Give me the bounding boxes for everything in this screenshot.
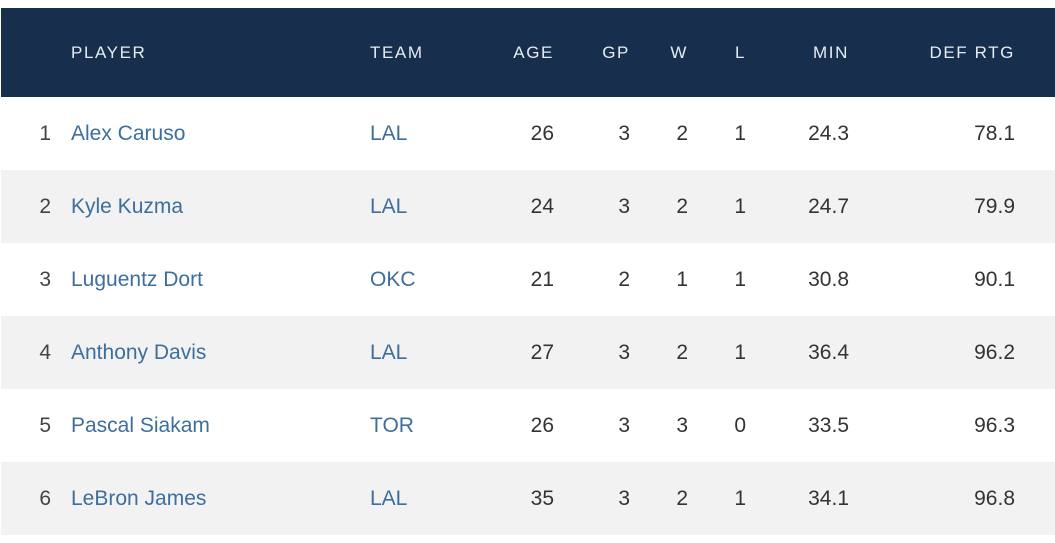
- age-cell: 27: [530, 340, 554, 364]
- header-min[interactable]: MIN: [813, 42, 849, 62]
- header-w[interactable]: W: [670, 42, 688, 62]
- header-l[interactable]: L: [734, 42, 746, 62]
- losses-cell: 1: [734, 340, 746, 364]
- row-rank: 4: [39, 340, 51, 364]
- losses-cell: 0: [734, 413, 746, 437]
- team-link[interactable]: LAL: [370, 486, 408, 510]
- def-rtg-cell: 78.1: [974, 121, 1015, 145]
- def-rtg-cell: 96.2: [974, 340, 1015, 364]
- table-body: 1 Alex Caruso LAL 26 3 2 1 24.3 78.1 2 K…: [1, 97, 1055, 535]
- row-rank: 2: [39, 194, 51, 218]
- minutes-cell: 24.7: [808, 194, 849, 218]
- player-link[interactable]: Pascal Siakam: [71, 413, 210, 437]
- wins-cell: 2: [676, 121, 688, 145]
- minutes-cell: 24.3: [808, 121, 849, 145]
- header-age[interactable]: AGE: [513, 42, 554, 62]
- player-link[interactable]: Kyle Kuzma: [71, 194, 184, 218]
- table-row: 4 Anthony Davis LAL 27 3 2 1 36.4 96.2: [1, 316, 1055, 389]
- row-rank: 6: [39, 486, 51, 510]
- gp-cell: 3: [618, 413, 630, 437]
- minutes-cell: 36.4: [808, 340, 849, 364]
- age-cell: 26: [530, 413, 554, 437]
- row-rank: 1: [39, 121, 51, 145]
- header-player[interactable]: PLAYER: [71, 42, 147, 62]
- player-link[interactable]: Luguentz Dort: [71, 267, 203, 291]
- header-rank: [1, 8, 71, 97]
- wins-cell: 2: [676, 194, 688, 218]
- header-team[interactable]: TEAM: [370, 42, 424, 62]
- gp-cell: 2: [618, 267, 630, 291]
- losses-cell: 1: [734, 194, 746, 218]
- team-link[interactable]: TOR: [370, 413, 414, 437]
- wins-cell: 3: [676, 413, 688, 437]
- defensive-rating-table: PLAYER TEAM AGE GP W L MIN DEF RTG 1 Ale…: [1, 8, 1055, 535]
- row-rank: 3: [39, 267, 51, 291]
- table-row: 3 Luguentz Dort OKC 21 2 1 1 30.8 90.1: [1, 243, 1055, 316]
- header-def-rtg[interactable]: DEF RTG: [929, 42, 1015, 62]
- player-link[interactable]: LeBron James: [71, 486, 207, 510]
- losses-cell: 1: [734, 121, 746, 145]
- table-row: 2 Kyle Kuzma LAL 24 3 2 1 24.7 79.9: [1, 170, 1055, 243]
- row-rank: 5: [39, 413, 51, 437]
- table-row: 6 LeBron James LAL 35 3 2 1 34.1 96.8: [1, 462, 1055, 535]
- wins-cell: 1: [676, 267, 688, 291]
- team-link[interactable]: LAL: [370, 194, 408, 218]
- losses-cell: 1: [734, 486, 746, 510]
- header-row: PLAYER TEAM AGE GP W L MIN DEF RTG: [1, 8, 1055, 97]
- player-link[interactable]: Anthony Davis: [71, 340, 207, 364]
- age-cell: 26: [530, 121, 554, 145]
- table-header: PLAYER TEAM AGE GP W L MIN DEF RTG: [1, 8, 1055, 97]
- header-gp[interactable]: GP: [602, 42, 630, 62]
- team-link[interactable]: OKC: [370, 267, 416, 291]
- def-rtg-cell: 90.1: [974, 267, 1015, 291]
- def-rtg-cell: 96.8: [974, 486, 1015, 510]
- gp-cell: 3: [618, 194, 630, 218]
- def-rtg-cell: 79.9: [974, 194, 1015, 218]
- wins-cell: 2: [676, 340, 688, 364]
- age-cell: 35: [530, 486, 554, 510]
- minutes-cell: 34.1: [808, 486, 849, 510]
- table-row: 1 Alex Caruso LAL 26 3 2 1 24.3 78.1: [1, 97, 1055, 170]
- team-link[interactable]: LAL: [370, 340, 408, 364]
- wins-cell: 2: [676, 486, 688, 510]
- age-cell: 21: [530, 267, 554, 291]
- gp-cell: 3: [618, 486, 630, 510]
- minutes-cell: 33.5: [808, 413, 849, 437]
- team-link[interactable]: LAL: [370, 121, 408, 145]
- top-strip: [0, 0, 1055, 8]
- player-link[interactable]: Alex Caruso: [71, 121, 186, 145]
- gp-cell: 3: [618, 121, 630, 145]
- table-row: 5 Pascal Siakam TOR 26 3 3 0 33.5 96.3: [1, 389, 1055, 462]
- minutes-cell: 30.8: [808, 267, 849, 291]
- losses-cell: 1: [734, 267, 746, 291]
- gp-cell: 3: [618, 340, 630, 364]
- age-cell: 24: [530, 194, 554, 218]
- def-rtg-cell: 96.3: [974, 413, 1015, 437]
